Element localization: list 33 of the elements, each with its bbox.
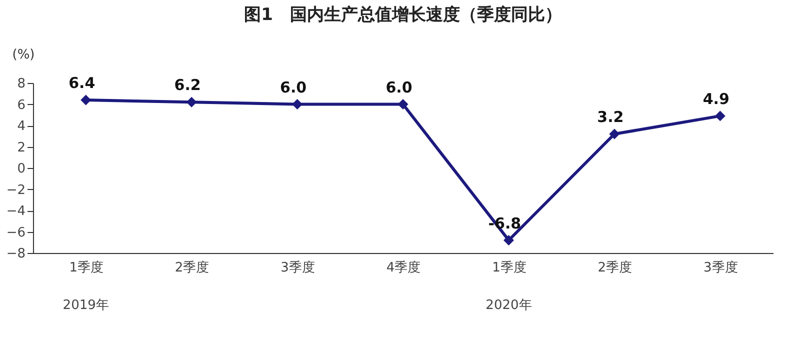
text: 6.2 [174, 76, 201, 94]
point [714, 110, 726, 122]
y-tick-label: 4 [17, 119, 26, 134]
y-tick-label: −4 [6, 204, 26, 219]
point [186, 96, 197, 108]
y-axis-title: (%) [12, 48, 35, 62]
x-tick-label: 3季度 [704, 260, 738, 276]
x-tick-label: 1季度 [69, 260, 104, 276]
x-tick-label: 2季度 [598, 260, 632, 276]
y-tick-label: 8 [17, 76, 26, 92]
x-tick-label: 3季度 [280, 260, 315, 276]
y-tick-label: 6 [17, 98, 26, 113]
y-tick-label: 2 [17, 140, 26, 156]
text: 2019年 [62, 298, 109, 313]
point [503, 235, 514, 246]
text: 4.9 [702, 90, 730, 108]
y-tick-label: 0 [17, 162, 26, 176]
point [80, 94, 92, 106]
x-tick-label: 1季度 [492, 260, 526, 276]
chart-title: 图1 国内生产总值增长速度（季度同比） [244, 5, 562, 25]
x-tick-label: 4季度 [386, 260, 421, 276]
text: 6.0 [386, 78, 412, 96]
text: 2020年 [486, 298, 532, 313]
y-tick-label: −6 [6, 225, 26, 240]
point [398, 99, 408, 110]
text: 3.2 [597, 108, 624, 126]
x-tick-label: 2季度 [174, 260, 210, 276]
y-tick-label: −2 [6, 182, 26, 198]
text: 6.0 [280, 78, 307, 96]
point [292, 99, 303, 110]
point [609, 128, 620, 140]
y-tick-label: −8 [6, 246, 26, 262]
text: 6.4 [68, 74, 96, 92]
